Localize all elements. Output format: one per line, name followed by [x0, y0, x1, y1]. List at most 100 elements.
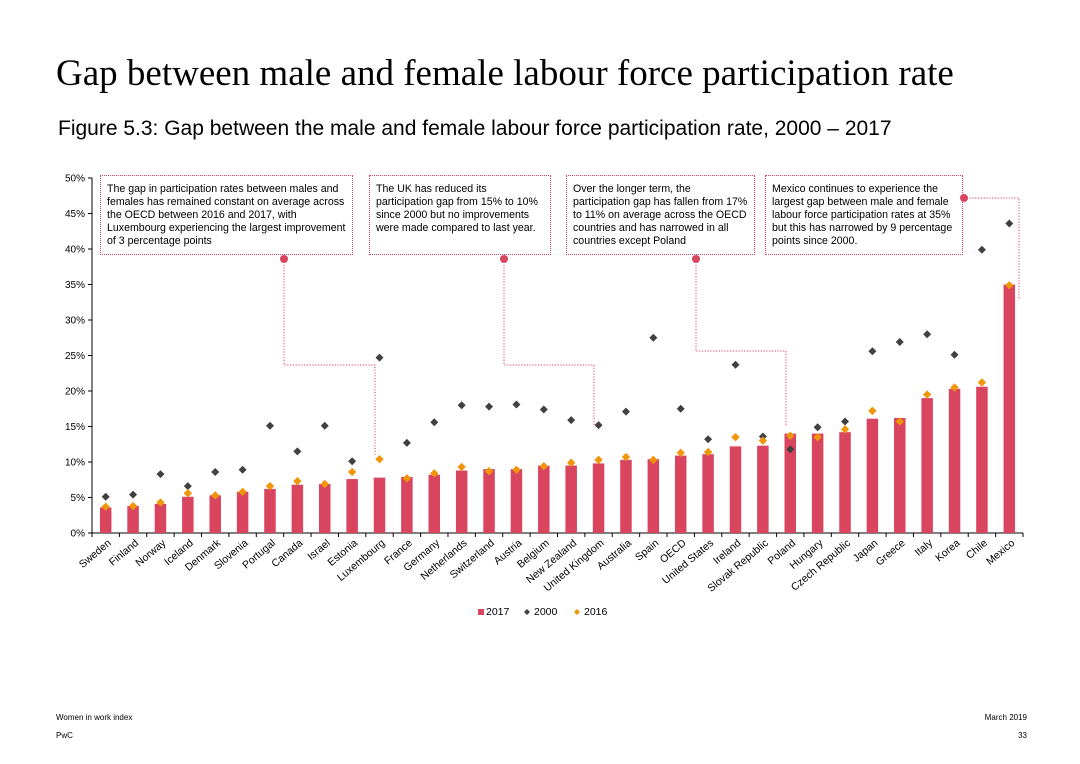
marker-2016-japan	[868, 406, 877, 416]
marker-2000-united-kingdom	[594, 421, 603, 430]
marker-2016-hungary	[813, 432, 822, 442]
bar-australia	[620, 459, 632, 533]
marker-2016-spain	[649, 455, 658, 465]
footer-date: March 2019	[984, 713, 1027, 722]
bar-chile	[976, 386, 988, 533]
x-tick-label: Spain	[633, 537, 661, 564]
y-tick-label: 45%	[65, 209, 85, 220]
marker-2000-canada	[293, 447, 302, 456]
marker-2016-poland	[786, 431, 795, 440]
bar-italy	[921, 398, 933, 533]
marker-2016-france	[402, 474, 412, 483]
marker-2000-iceland	[183, 482, 192, 491]
y-tick-label: 0%	[71, 529, 86, 540]
bar-belgium	[538, 465, 550, 533]
bar-japan	[866, 418, 879, 533]
marker-2016-oecd	[676, 448, 685, 457]
x-tick-label: Mexico	[984, 537, 1017, 568]
marker-2000-israel	[320, 421, 329, 430]
marker-2016-germany	[430, 469, 439, 478]
legend-swatch-2016	[574, 609, 580, 615]
marker-2016-iceland	[183, 489, 193, 498]
bar-denmark	[209, 495, 221, 533]
marker-2000-estonia	[348, 457, 357, 466]
bar-estonia	[346, 479, 358, 533]
x-tick-label: Korea	[933, 537, 962, 564]
x-tick-label: Sweden	[77, 537, 114, 571]
bar-greece	[894, 417, 906, 533]
marker-2000-portugal	[265, 421, 274, 430]
bar-israel	[318, 484, 331, 533]
marker-2000-italy	[923, 330, 932, 339]
bar-new-zealand	[565, 465, 577, 533]
bar-portugal	[264, 488, 276, 533]
marker-2016-new-zealand	[566, 458, 576, 467]
y-tick-label: 50%	[65, 174, 85, 185]
marker-2000-france	[402, 438, 411, 447]
bar-sweden	[99, 507, 112, 533]
marker-2016-greece	[895, 417, 904, 426]
marker-2016-estonia	[347, 467, 357, 477]
marker-2000-australia	[621, 407, 630, 416]
page-title: Gap between male and female labour force…	[56, 53, 954, 94]
footer-brand: PwC	[56, 731, 73, 740]
y-tick-label: 5%	[71, 493, 86, 504]
marker-2016-finland	[128, 501, 138, 511]
marker-2016-italy	[922, 390, 932, 399]
marker-2016-israel	[320, 479, 329, 489]
y-tick-label: 30%	[65, 316, 85, 327]
marker-2000-oecd	[676, 404, 685, 413]
bar-poland	[784, 433, 797, 533]
bar-united-kingdom	[592, 463, 605, 533]
marker-2000-luxembourg	[375, 353, 384, 362]
marker-2016-denmark	[211, 491, 220, 500]
marker-2016-korea	[950, 383, 959, 392]
legend-label-2016: 2016	[584, 606, 608, 618]
marker-2016-netherlands	[457, 462, 466, 472]
marker-2000-switzerland	[485, 402, 494, 411]
annotation-box-mexico: Mexico continues to experience the large…	[765, 175, 963, 255]
y-tick-label: 15%	[65, 422, 85, 433]
marker-2000-czech-republic	[841, 417, 850, 426]
bar-canada	[291, 484, 304, 533]
annotation-connector	[283, 259, 376, 455]
marker-2000-new-zealand	[567, 416, 576, 425]
annotation-dot	[500, 255, 508, 263]
marker-2016-slovenia	[238, 487, 247, 497]
marker-2000-belgium	[539, 405, 548, 414]
bar-finland	[127, 506, 139, 533]
bar-slovenia	[236, 491, 249, 533]
marker-2016-united-states	[703, 447, 713, 457]
marker-2000-sweden	[101, 492, 110, 501]
marker-2000-greece	[895, 338, 904, 347]
annotation-connector	[695, 259, 787, 425]
marker-2000-austria	[512, 400, 521, 409]
marker-2000-mexico	[1005, 219, 1014, 228]
annotation-box-poland: Over the longer term, the participation …	[566, 175, 755, 255]
marker-2016-mexico	[1005, 281, 1014, 290]
marker-2000-ireland	[731, 360, 740, 369]
marker-2016-belgium	[539, 462, 549, 471]
bar-germany	[428, 474, 441, 533]
footer-page-number: 33	[1018, 731, 1027, 740]
footer-report-name: Women in work index	[56, 713, 133, 722]
legend-swatch-2000	[524, 609, 530, 615]
bar-norway	[154, 503, 167, 533]
marker-2000-finland	[129, 490, 138, 499]
marker-2000-germany	[430, 418, 439, 427]
bar-netherlands	[455, 470, 468, 533]
marker-2000-spain	[649, 333, 658, 342]
legend-label-2000: 2000	[534, 606, 558, 618]
bar-korea	[948, 388, 961, 533]
marker-2016-chile	[977, 378, 987, 387]
bar-iceland	[182, 496, 194, 533]
bar-czech-republic	[839, 432, 851, 533]
marker-2000-norway	[156, 470, 165, 479]
figure-subtitle: Figure 5.3: Gap between the male and fem…	[58, 117, 892, 140]
marker-2016-austria	[512, 465, 521, 475]
x-tick-label: Norway	[133, 537, 169, 570]
y-tick-label: 10%	[65, 458, 85, 469]
legend-swatch-2017	[478, 609, 484, 615]
marker-2000-korea	[950, 350, 959, 359]
bar-mexico	[1003, 284, 1016, 533]
